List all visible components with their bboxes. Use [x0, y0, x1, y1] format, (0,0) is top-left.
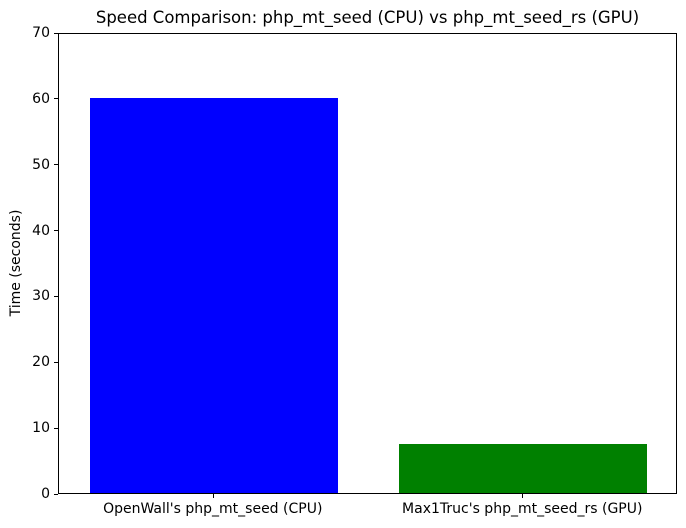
y-tick-label-1: 10 — [32, 420, 50, 437]
y-tick-mark-6 — [54, 98, 58, 100]
y-tick-mark-2 — [54, 361, 58, 363]
plot-area — [58, 33, 677, 494]
x-tick-label-1: Max1Truc's php_mt_seed_rs (GPU) — [402, 501, 643, 517]
x-tick-mark-1 — [522, 494, 524, 498]
bar-0 — [89, 97, 338, 493]
y-tick-mark-5 — [54, 164, 58, 166]
y-tick-label-6: 60 — [32, 90, 50, 107]
x-tick-mark-0 — [212, 494, 214, 498]
x-tick-label-0: OpenWall's php_mt_seed (CPU) — [103, 501, 323, 517]
y-tick-mark-0 — [54, 493, 58, 495]
y-tick-mark-4 — [54, 230, 58, 232]
y-tick-label-5: 50 — [32, 156, 50, 173]
y-tick-label-0: 0 — [41, 486, 50, 502]
y-tick-label-2: 20 — [32, 354, 50, 371]
y-tick-label-3: 30 — [32, 288, 50, 305]
bar-1 — [399, 443, 648, 493]
chart-title: Speed Comparison: php_mt_seed (CPU) vs p… — [95, 8, 640, 27]
y-tick-label-4: 40 — [32, 222, 50, 239]
y-tick-mark-3 — [54, 295, 58, 297]
y-tick-mark-7 — [54, 32, 58, 34]
y-tick-mark-1 — [54, 427, 58, 429]
y-tick-label-7: 70 — [32, 25, 50, 41]
